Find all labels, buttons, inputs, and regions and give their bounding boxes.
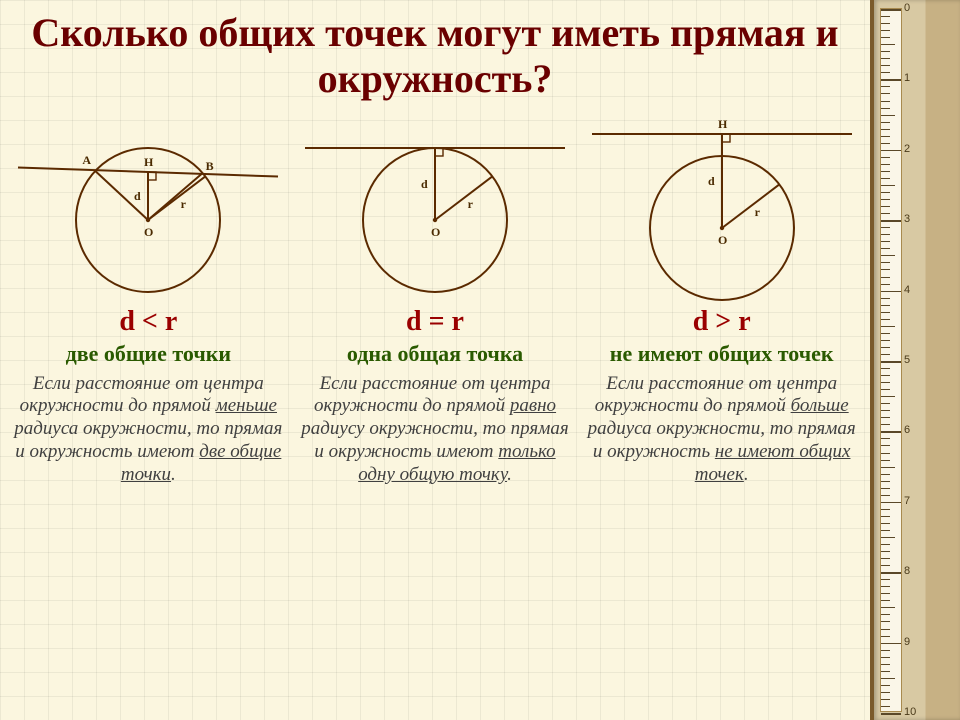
diagram-lt: A B Hd r O xyxy=(8,110,289,310)
slide-content: Сколько общих точек могут иметь прямая и… xyxy=(0,0,870,720)
condition-lt: d < r xyxy=(119,306,177,338)
diagram-eq: d r O xyxy=(295,110,576,310)
condition-eq: d = r xyxy=(406,306,464,338)
svg-text:A: A xyxy=(83,153,92,167)
svg-text:O: O xyxy=(431,225,440,239)
svg-text:d: d xyxy=(708,174,715,188)
svg-text:O: O xyxy=(144,225,153,239)
svg-text:B: B xyxy=(206,159,214,173)
subtitle-eq: одна общая точка xyxy=(347,342,523,367)
svg-text:d: d xyxy=(134,189,141,203)
condition-gt: d > r xyxy=(693,306,751,338)
case-lt: A B Hd r O d < r две общие точки Если рассто… xyxy=(8,110,289,714)
case-eq: d r O d = r одна общая точка Если расстоян… xyxy=(295,110,576,714)
svg-text:H: H xyxy=(718,117,728,131)
svg-text:r: r xyxy=(468,197,474,211)
svg-text:H: H xyxy=(144,155,154,169)
subtitle-lt: две общие точки xyxy=(66,342,232,367)
case-gt: Hd r O d > r не имеют общих точек Если рас… xyxy=(581,110,862,714)
cases-row: A B Hd r O d < r две общие точки Если рассто… xyxy=(8,110,862,714)
subtitle-gt: не имеют общих точек xyxy=(610,342,834,367)
description-lt: Если расстояние от центра окружности до … xyxy=(8,373,289,487)
diagram-gt: Hd r O xyxy=(581,110,862,310)
description-eq: Если расстояние от центра окружности до … xyxy=(295,373,576,487)
svg-text:d: d xyxy=(421,177,428,191)
description-gt: Если расстояние от центра окружности до … xyxy=(581,373,862,487)
svg-text:r: r xyxy=(181,197,187,211)
svg-text:O: O xyxy=(718,233,727,247)
svg-text:r: r xyxy=(754,205,760,219)
page-title: Сколько общих точек могут иметь прямая и… xyxy=(22,10,848,102)
ruler-decoration: 012345678910 xyxy=(870,0,960,720)
